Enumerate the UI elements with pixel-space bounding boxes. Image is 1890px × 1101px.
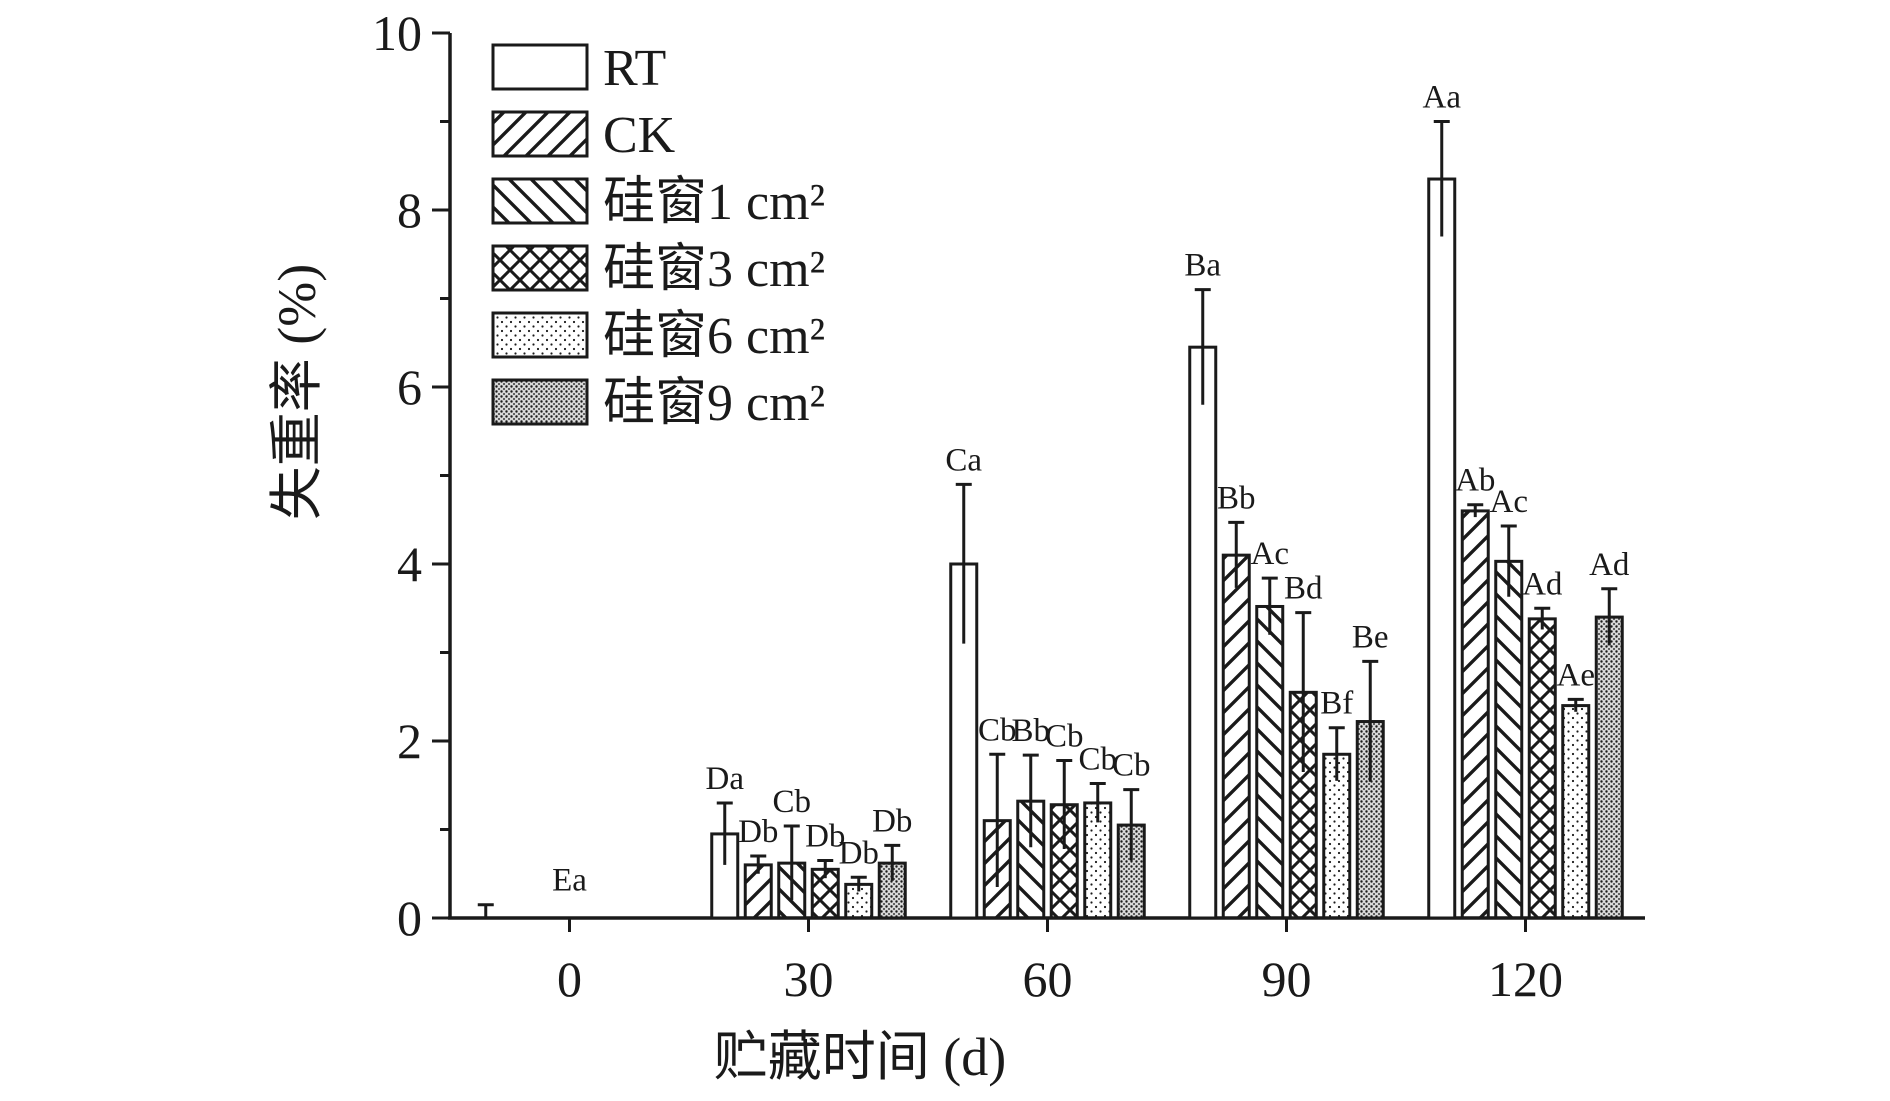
- significance-label: Ad: [1522, 566, 1563, 602]
- legend-label: 硅窗9 cm²: [603, 375, 825, 432]
- y-tick-label: 6: [397, 359, 422, 415]
- legend-swatch: [491, 43, 589, 91]
- y-tick-label: 10: [372, 5, 422, 61]
- x-axis-title: 贮藏时间 (d): [714, 1027, 1006, 1087]
- significance-label: Cb: [1112, 748, 1151, 784]
- bar: [1594, 615, 1624, 920]
- bar: [1460, 509, 1490, 920]
- significance-label: Aa: [1423, 80, 1462, 116]
- x-tick-label: 120: [1488, 951, 1563, 1007]
- significance-label: Cb: [978, 712, 1017, 748]
- significance-label: Cb: [772, 784, 811, 820]
- x-tick-label: 30: [784, 951, 834, 1007]
- significance-label: Da: [706, 761, 745, 797]
- bar: [1288, 690, 1318, 920]
- bar: [1427, 177, 1457, 920]
- significance-label: Ab: [1455, 463, 1495, 499]
- significance-label: Cb: [1045, 718, 1084, 754]
- significance-label: Bf: [1320, 686, 1353, 722]
- significance-label: Ac: [1490, 484, 1528, 520]
- y-tick-label: 0: [397, 890, 422, 946]
- significance-label: Bd: [1284, 571, 1323, 607]
- legend-swatch: [491, 110, 589, 158]
- legend-swatch: [491, 177, 589, 225]
- significance-label: Ca: [945, 442, 982, 478]
- legend-swatch: [491, 378, 589, 426]
- significance-label: Db: [872, 803, 912, 839]
- bar: [1016, 799, 1046, 920]
- significance-label: Bb: [1011, 713, 1050, 749]
- significance-label: Ac: [1251, 536, 1289, 572]
- y-tick-label: 4: [397, 536, 422, 592]
- significance-label: Ae: [1557, 657, 1595, 693]
- y-tick-label: 8: [397, 182, 422, 238]
- y-tick-label: 2: [397, 713, 422, 769]
- x-tick-label: 60: [1023, 951, 1073, 1007]
- legend-label: CK: [603, 107, 676, 164]
- bar: [1188, 345, 1218, 920]
- significance-label: Ea: [552, 863, 587, 899]
- significance-label: Db: [805, 818, 845, 854]
- legend: RT CK 硅窗1 cm² 硅窗3 cm² 硅窗6 cm² 硅窗9 cm²: [491, 40, 825, 432]
- legend-label: 硅窗6 cm²: [603, 308, 825, 365]
- legend-label: 硅窗3 cm²: [603, 241, 825, 298]
- bars: [477, 120, 1624, 920]
- x-tick-label: 0: [557, 951, 582, 1007]
- significance-label: Db: [839, 835, 879, 871]
- axes: 0 2 4 6 8 10 0 30 60 90 120: [372, 5, 1645, 1007]
- legend-label: 硅窗1 cm²: [603, 174, 825, 231]
- bar: [1255, 604, 1285, 920]
- bar: [1561, 704, 1591, 920]
- significance-label: Cb: [1078, 741, 1117, 777]
- bar: [1527, 617, 1557, 920]
- significance-label: Be: [1352, 619, 1389, 655]
- y-axis-title: 失重率 (%): [267, 264, 327, 520]
- bar: [1221, 553, 1251, 920]
- x-tick-label: 90: [1262, 951, 1312, 1007]
- significance-label: Bb: [1217, 480, 1256, 516]
- significance-label: Ad: [1589, 547, 1630, 583]
- legend-swatch: [491, 244, 589, 292]
- legend-swatch: [491, 311, 589, 359]
- legend-label: RT: [603, 40, 666, 97]
- bar: [1494, 559, 1524, 920]
- significance-label: Ba: [1184, 248, 1221, 284]
- significance-label: Db: [738, 814, 778, 850]
